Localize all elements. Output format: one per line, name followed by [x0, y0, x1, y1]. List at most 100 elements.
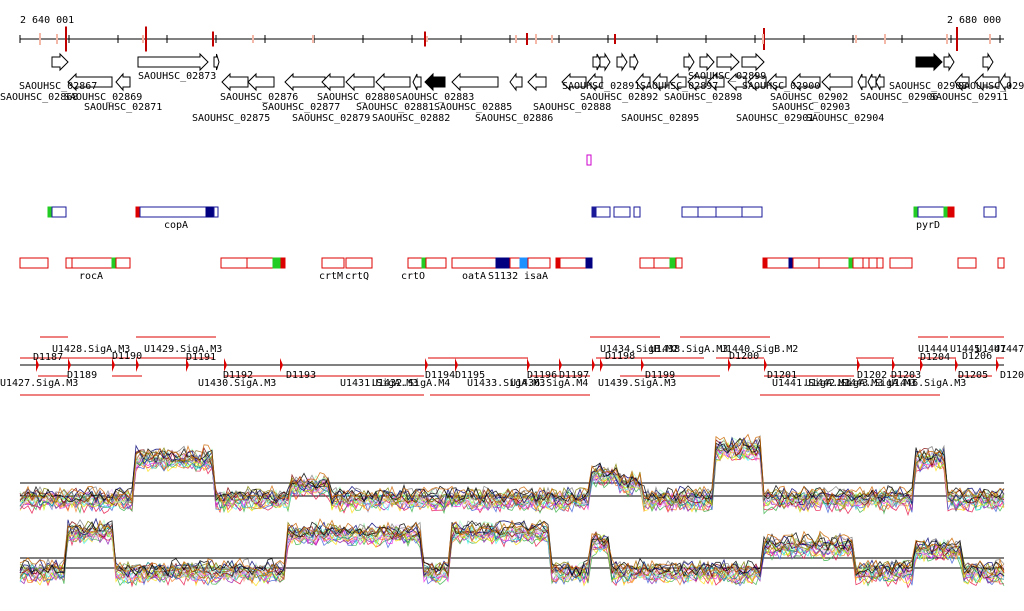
gene-arrow — [954, 72, 970, 92]
segment-label[interactable]: U1442.SigA.M3 — [805, 378, 883, 389]
gene-label[interactable]: SAOUHSC_02879 — [292, 113, 370, 124]
feature-label-crtQ[interactable]: crtQ — [345, 271, 369, 282]
segment-label[interactable]: D1191 — [186, 352, 216, 363]
segment-label[interactable]: D1192 — [223, 370, 253, 381]
gene-label[interactable]: SAOUHSC_02877 — [262, 102, 340, 113]
feature-label-isaA[interactable]: isaA — [524, 271, 548, 282]
gene-label[interactable]: SAOUHSC_02901 — [736, 113, 814, 124]
segment-label[interactable]: U1436.SigA.M4 — [510, 378, 588, 389]
gene-label[interactable]: SAOUHSC_02875 — [192, 113, 270, 124]
segment-label[interactable]: D1206 — [962, 351, 992, 362]
gene-label[interactable]: SAOUHSC_02886 — [475, 113, 553, 124]
segment-label[interactable]: D1205 — [958, 370, 988, 381]
gene-label[interactable]: SAOUHSC_02902 — [770, 92, 848, 103]
feature-label-crtM[interactable]: crtM — [319, 271, 343, 282]
expression-track-forward[interactable] — [19, 433, 1005, 517]
gene-annotation-track[interactable] — [51, 52, 1011, 92]
segment-label[interactable]: D1199 — [645, 370, 675, 381]
feature-box — [591, 206, 597, 218]
segment-label[interactable]: D1194 — [425, 370, 455, 381]
expression-line — [19, 521, 1005, 579]
peak-markers — [39, 26, 991, 52]
segment-label[interactable]: U1433.SigA.M3 — [467, 378, 545, 389]
gene-arrow — [999, 72, 1011, 92]
feature-track-top[interactable] — [47, 206, 997, 218]
segment-label[interactable]: U1427.SigA.M3 — [0, 378, 78, 389]
gene-label[interactable]: SAOUHSC_02897 — [640, 81, 718, 92]
gene-label[interactable]: SAOUHSC_02895 — [621, 113, 699, 124]
gene-label[interactable]: SAOUHSC_02871 — [84, 102, 162, 113]
segment-label[interactable]: U1429.SigA.M3 — [144, 344, 222, 355]
gene-label[interactable]: SAOUHSC_02869 — [64, 92, 142, 103]
gene-label[interactable]: SAOUHSC_02892 — [580, 92, 658, 103]
gene-label[interactable]: SAOUHSC_02881 — [356, 102, 434, 113]
segment-label[interactable]: U1447 — [976, 344, 1006, 355]
feature-label-rocA[interactable]: rocA — [79, 271, 103, 282]
magenta-feature-marker[interactable] — [586, 154, 592, 166]
segment-label[interactable]: D1198 — [605, 351, 635, 362]
expression-line — [19, 519, 1005, 577]
expression-track-reverse[interactable] — [19, 517, 1005, 589]
feature-box — [585, 257, 593, 269]
gene-label[interactable]: SAOUHSC_02880 — [317, 92, 395, 103]
segment-label[interactable]: U1443.SigA.M3 — [838, 378, 916, 389]
gene-label[interactable]: SAOUHSC_02888 — [533, 102, 611, 113]
gene-arrow — [284, 72, 326, 92]
segment-label[interactable]: U1440.SigB.M2 — [720, 344, 798, 355]
segment-label[interactable]: U1430.SigA.M3 — [198, 378, 276, 389]
feature-box — [345, 257, 373, 269]
gene-label-group: SAOUHSC_02867 SAOUHSC_02873 SAOUHSC_0289… — [0, 71, 1024, 124]
gene-label[interactable]: SAOUHSC_02885 — [434, 102, 512, 113]
segment-label[interactable]: U1447M3 — [994, 344, 1024, 355]
gene-label[interactable]: SAOUHSC_02911 — [930, 92, 1008, 103]
segment-label[interactable]: U1444 — [918, 344, 948, 355]
segment-label[interactable]: D1201 — [767, 370, 797, 381]
segment-label[interactable]: U1432.SigA.M4 — [372, 378, 450, 389]
gene-label[interactable]: SAOUHSC_02906 — [860, 92, 938, 103]
segment-label[interactable]: D1189 — [67, 370, 97, 381]
feature-label-copA[interactable]: copA — [164, 220, 188, 231]
feature-label-S1132[interactable]: S1132 — [488, 271, 518, 282]
segment-label[interactable]: U1428.SigA.M3 — [52, 344, 130, 355]
segment-label[interactable]: U1439.SigA.M3 — [598, 378, 676, 389]
gene-label[interactable]: SAOUHSC_02900 — [742, 81, 820, 92]
segment-label[interactable]: D1203 — [891, 370, 921, 381]
gene-label[interactable]: SAOUHSC_02904 — [806, 113, 884, 124]
segment-label[interactable]: D1197 — [559, 370, 589, 381]
segment-label[interactable]: D1190 — [112, 351, 142, 362]
segment-label[interactable]: U1434.SigB.M2 — [600, 344, 678, 355]
feature-label-crtO[interactable]: crtO — [401, 271, 425, 282]
feature-label-pyrD[interactable]: pyrD — [916, 220, 940, 231]
gene-label[interactable]: SAOUHSC_02899 — [688, 71, 766, 82]
feature-label-oatA[interactable]: oatA — [462, 271, 486, 282]
segment-label[interactable]: D1200 — [729, 351, 759, 362]
segment-label[interactable]: D1202 — [857, 370, 887, 381]
segment-label[interactable]: U1446.SigA.M3 — [888, 378, 966, 389]
gene-label[interactable]: SAOUHSC_02882 — [372, 113, 450, 124]
segment-label[interactable]: D1204 — [920, 352, 950, 363]
segment-label[interactable]: U1431.SigA.M3 — [340, 378, 418, 389]
segmentation-track[interactable] — [20, 336, 1004, 396]
gene-label[interactable]: SAOUHSC_02903 — [772, 102, 850, 113]
gene-label[interactable]: SAOUHSC_02891 — [562, 81, 640, 92]
gene-label[interactable]: SAOUHSC_02908 — [889, 81, 967, 92]
gene-label[interactable]: SAOUHSC_02868 — [0, 92, 78, 103]
segment-label[interactable]: D1187 — [33, 352, 63, 363]
segment-label[interactable]: D1196 — [527, 370, 557, 381]
segment-label[interactable]: D1207 — [1000, 370, 1024, 381]
gene-label[interactable]: SAOUHSC_02867 — [19, 81, 97, 92]
gene-label[interactable]: SAOUHSC_02883 — [396, 92, 474, 103]
segment-label[interactable]: U1441.SigA.M3 — [772, 378, 850, 389]
segment-label[interactable]: D1195 — [455, 370, 485, 381]
gene-label[interactable]: SAOUHSC_02912 — [958, 81, 1024, 92]
gene-label[interactable]: SAOUHSC_02898 — [664, 92, 742, 103]
feature-track-bottom[interactable] — [19, 257, 1005, 269]
segment-label[interactable]: D1193 — [286, 370, 316, 381]
segment-label[interactable]: U1438.SigA.M3 — [650, 344, 728, 355]
gene-label[interactable]: SAOUHSC_02873 — [138, 71, 216, 82]
segment-label[interactable]: U1445 — [950, 344, 980, 355]
gene-label[interactable]: SAOUHSC_02876 — [220, 92, 298, 103]
segment-boundary-marker — [455, 358, 458, 372]
